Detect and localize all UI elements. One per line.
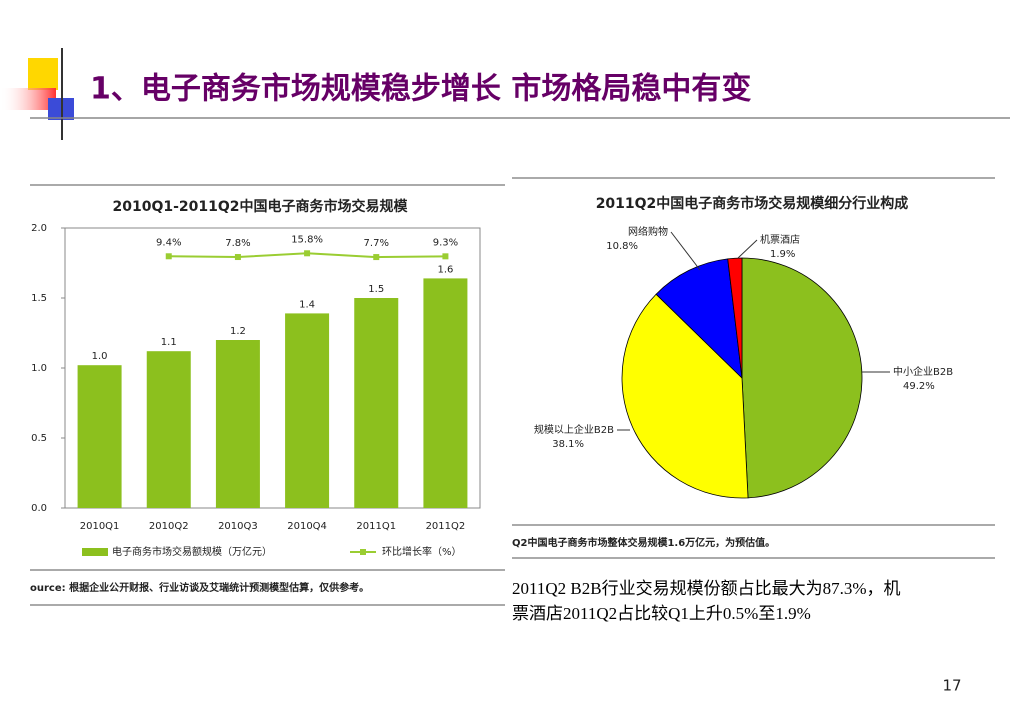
slice-value: 38.1% — [552, 439, 584, 450]
plot-frame — [64, 227, 481, 509]
bar-label: 1.1 — [161, 337, 177, 348]
source: ource: 根据企业公开财报、行业访谈及艾瑞统计预测模型估算，仅供参考。 — [30, 581, 369, 594]
slice-value: 1.9% — [770, 249, 795, 260]
line-label: 7.7% — [364, 238, 389, 249]
marker — [442, 253, 449, 260]
marker — [373, 254, 380, 261]
slice-value: 49.2% — [903, 381, 935, 392]
bar — [354, 298, 399, 508]
slice-label: 机票酒店 — [760, 233, 800, 246]
page-number: 17 — [942, 677, 961, 695]
marker — [165, 253, 172, 260]
chart-title: 2010Q1-2011Q2中国电子商务市场交易规模 — [112, 198, 408, 215]
pie-slice — [655, 258, 743, 380]
note: Q2中国电子商务市场整体交易规模1.6万亿元，为预估值。 — [512, 536, 775, 549]
pie-slice — [727, 257, 743, 379]
legend-marker — [360, 549, 366, 555]
bar — [423, 278, 468, 508]
x-tick-label: 2011Q1 — [356, 521, 396, 532]
pie-slice — [621, 293, 749, 499]
legend-swatch — [82, 548, 108, 556]
slice-value: 10.8% — [606, 241, 638, 252]
decor — [0, 88, 56, 110]
x-tick-label: 2010Q1 — [80, 521, 120, 532]
legend-label: 电子商务市场交易额规模（万亿元） — [112, 545, 272, 558]
bar — [285, 313, 330, 508]
bar-label: 1.4 — [299, 299, 315, 310]
slide-title: 1、电子商务市场规模稳步增长 市场格局稳中有变 — [90, 72, 751, 107]
y-tick-label: 2.0 — [31, 223, 47, 234]
x-tick-label: 2011Q2 — [426, 521, 466, 532]
y-tick-label: 1.0 — [31, 363, 47, 374]
x-tick-label: 2010Q3 — [218, 521, 258, 532]
legend-label: 环比增长率（%） — [382, 545, 462, 558]
slice-label: 中小企业B2B — [893, 365, 953, 378]
bar-label: 1.2 — [230, 326, 246, 337]
bar-label: 1.6 — [437, 264, 453, 275]
y-tick-label: 0.0 — [31, 503, 47, 514]
leader — [670, 231, 701, 271]
bar — [77, 365, 122, 508]
x-tick-label: 2010Q2 — [149, 521, 189, 532]
slice-label: 网络购物 — [628, 225, 668, 238]
line-label: 9.3% — [433, 237, 458, 248]
line-label: 7.8% — [225, 238, 250, 249]
pie-slice — [741, 257, 863, 499]
slice-label: 规模以上企业B2B — [534, 423, 614, 436]
caption: 票酒店2011Q2占比较Q1上升0.5%至1.9% — [512, 604, 811, 623]
x-tick-label: 2010Q4 — [287, 521, 327, 532]
line-label: 15.8% — [291, 234, 323, 245]
caption: 2011Q2 B2B行业交易规模份额占比最大为87.3%，机 — [512, 579, 900, 598]
bar-label: 1.5 — [368, 284, 384, 295]
marker — [304, 250, 311, 257]
decor — [28, 58, 58, 90]
bar-label: 1.0 — [92, 351, 108, 362]
line-label: 9.4% — [156, 237, 181, 248]
y-tick-label: 1.5 — [31, 293, 47, 304]
bar — [215, 340, 260, 508]
y-tick-label: 0.5 — [31, 433, 47, 444]
bar — [146, 351, 191, 508]
leader — [737, 239, 758, 259]
marker — [234, 254, 241, 261]
chart-title: 2011Q2中国电子商务市场交易规模细分行业构成 — [596, 195, 909, 212]
